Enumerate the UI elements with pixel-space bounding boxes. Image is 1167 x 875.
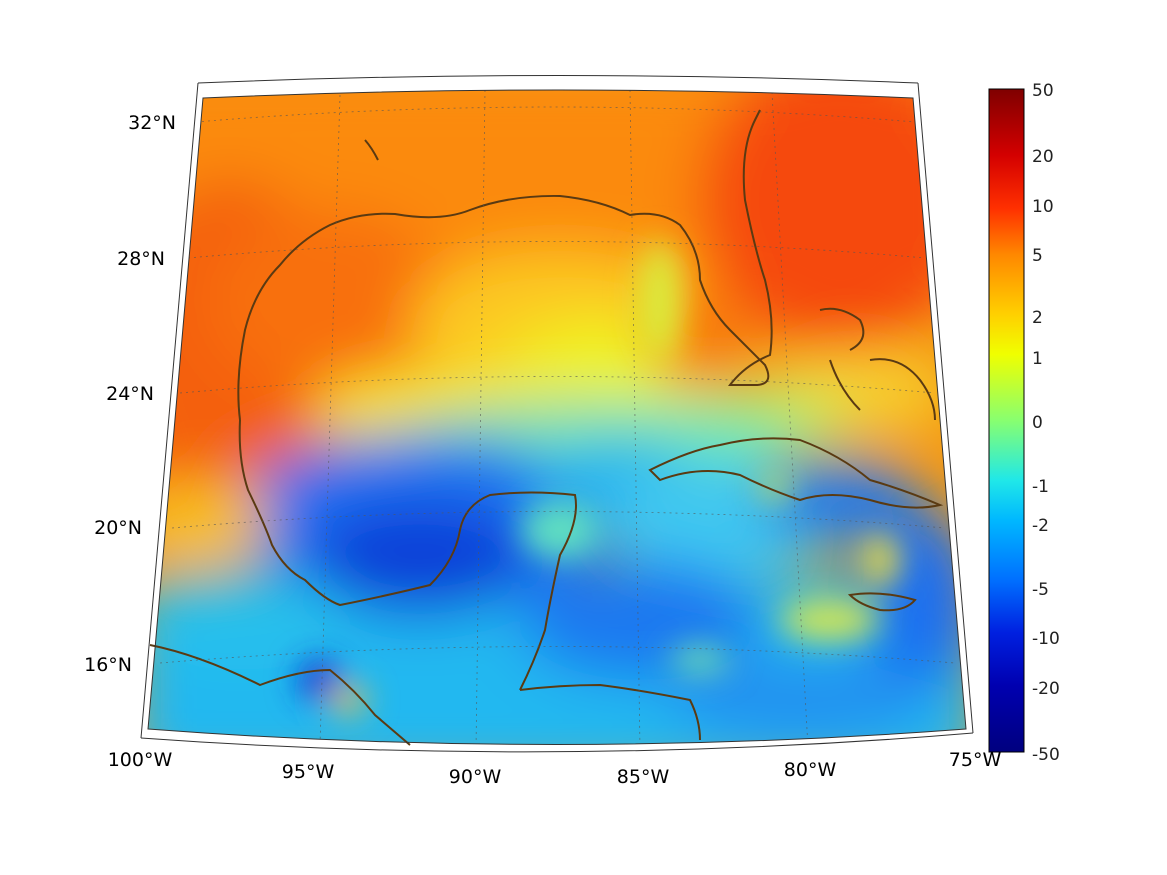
colorbar-tick-label: 10 [1032,197,1054,217]
lon-tick-label: 95°W [282,761,335,783]
colorbar-gradient [988,88,1025,753]
colorbar: 50 20 10 5 2 1 0 -1 -2 -5 -10 -20 -50 [988,81,1060,765]
lon-tick-label: 75°W [949,749,1002,771]
colorbar-tick-label: -10 [1032,629,1060,649]
colorbar-tick-label: -50 [1032,745,1060,765]
gridlines [159,90,956,745]
lat-tick-label: 28°N [117,248,165,270]
colorbar-tick-label: 50 [1032,81,1054,101]
lat-tick-label: 32°N [128,112,176,134]
colorbar-tick-label: -20 [1032,679,1060,699]
lon-tick-label: 100°W [108,749,173,771]
data-field [148,90,966,745]
coastlines [149,109,944,746]
colorbar-tick-label: 1 [1032,349,1043,369]
lon-tick-labels: 100°W 95°W 90°W 85°W 80°W 75°W [108,749,1002,788]
lat-tick-labels: 16°N 20°N 24°N 28°N 32°N [84,112,176,676]
lat-tick-label: 16°N [84,654,132,676]
lon-tick-label: 90°W [449,766,502,788]
colorbar-tick-labels: 50 20 10 5 2 1 0 -1 -2 -5 -10 -20 -50 [1032,81,1060,765]
colorbar-tick-label: 2 [1032,308,1043,328]
map-frame [140,75,974,753]
colorbar-tick-label: 0 [1032,413,1043,433]
colorbar-tick-label: 20 [1032,147,1054,167]
lon-tick-label: 80°W [784,759,837,781]
lon-tick-label: 85°W [617,766,670,788]
colorbar-tick-label: -1 [1032,477,1049,497]
lat-tick-label: 24°N [106,383,154,405]
colorbar-tick-label: 5 [1032,246,1043,266]
lat-tick-label: 20°N [94,517,142,539]
colorbar-tick-label: -2 [1032,516,1049,536]
colorbar-tick-label: -5 [1032,580,1049,600]
